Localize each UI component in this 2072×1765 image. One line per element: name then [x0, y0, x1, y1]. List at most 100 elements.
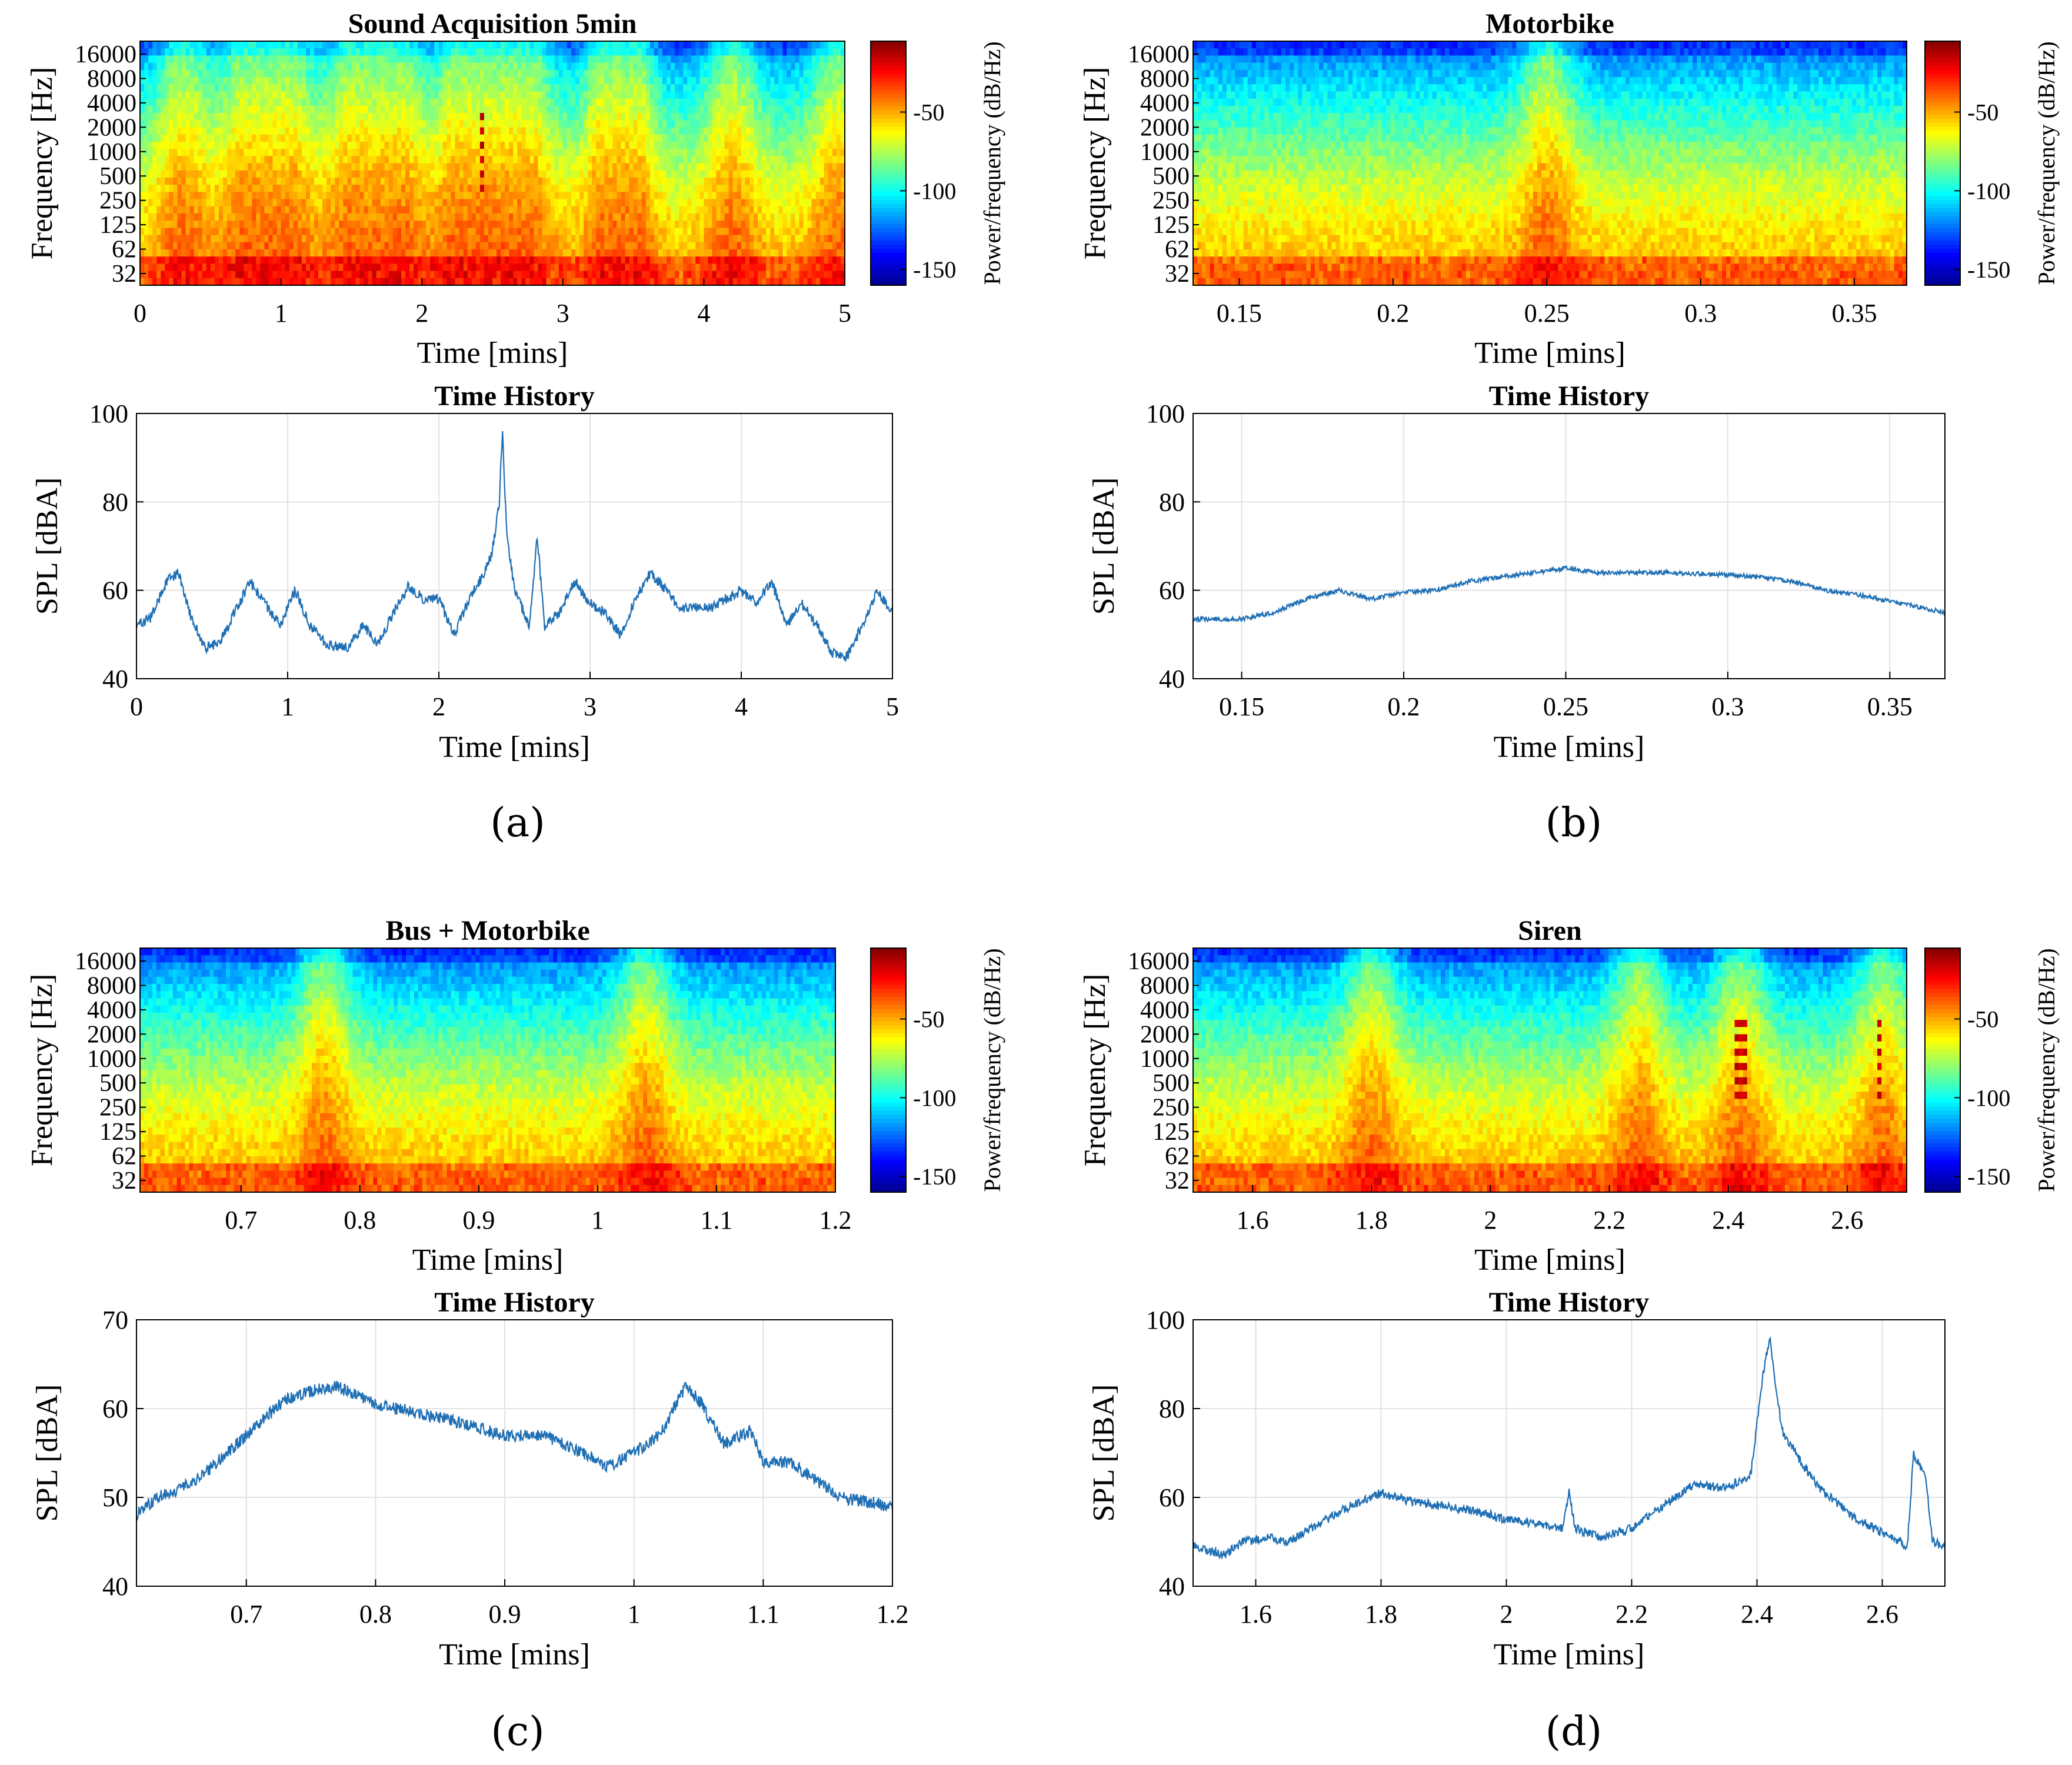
- spectrogram-ytick-a: 250: [99, 188, 136, 215]
- spectrogram-ytick-a: 125: [99, 212, 136, 239]
- spectrogram-ytick-c: 500: [99, 1070, 136, 1097]
- spl-xtick-c: 0.8: [359, 1600, 392, 1629]
- spectrogram-xtick-b: 0.25: [1524, 299, 1570, 328]
- spectrogram-xtick-d: 2.2: [1593, 1206, 1625, 1235]
- spectrogram-c: [140, 948, 836, 1193]
- spl-xtick-c: 0.7: [230, 1600, 262, 1629]
- panel-label-a: (a): [490, 800, 545, 846]
- spl-series-c: [135, 1380, 894, 1521]
- spl-ytick-d: 40: [1159, 1572, 1185, 1601]
- spectrogram-ytick-d: 4000: [1140, 997, 1190, 1024]
- spectrogram-xlabel-c: Time [mins]: [412, 1243, 564, 1277]
- colorbar-tick-c: -100: [913, 1085, 956, 1111]
- spectrogram-ytick-a: 4000: [87, 90, 136, 117]
- colorbar-tick-b: -150: [1967, 256, 2010, 283]
- panel-label-d: (d): [1545, 1709, 1603, 1755]
- spl-xtick-a: 5: [886, 692, 899, 721]
- spectrogram-ytick-a: 8000: [87, 65, 136, 92]
- spl-ylabel-a: SPL [dBA]: [31, 478, 64, 615]
- spectrogram-xtick-d: 2.4: [1712, 1206, 1744, 1235]
- spectrogram-xtick-c: 0.9: [462, 1206, 495, 1235]
- spl-xtick-a: 3: [584, 692, 597, 721]
- spectrogram-ytick-d: 125: [1152, 1119, 1190, 1146]
- spectrogram-xtick-a: 3: [557, 299, 569, 328]
- spl-ytick-d: 100: [1146, 1306, 1185, 1334]
- spectrogram-xtick-c: 0.8: [344, 1206, 376, 1235]
- colorbar-label-b: Power/frequency (dB/Hz): [2033, 41, 2060, 285]
- colorbar-tick-d: -150: [1967, 1163, 2010, 1190]
- spectrogram-xlabel-b: Time [mins]: [1474, 336, 1625, 370]
- spectrogram-d: [1193, 948, 1907, 1193]
- spectrogram-ytick-c: 1000: [87, 1046, 136, 1073]
- spectrogram-xtick-a: 0: [134, 299, 146, 328]
- spl-ylabel-c: SPL [dBA]: [31, 1384, 64, 1522]
- spl-ytick-d: 80: [1159, 1394, 1185, 1423]
- spectrogram-title-c: Bus + Motorbike: [385, 915, 589, 946]
- spl-series-d: [1192, 1336, 1946, 1560]
- spectrogram-ytick-c: 2000: [87, 1021, 136, 1048]
- spectrogram-ytick-c: 32: [112, 1167, 136, 1195]
- spectrogram-ytick-b: 4000: [1140, 90, 1190, 117]
- spectrogram-xtick-a: 4: [697, 299, 710, 328]
- colorbar-tick-a: -50: [913, 99, 944, 125]
- spectrogram-ytick-d: 62: [1165, 1143, 1190, 1170]
- spl-xtick-c: 1.1: [747, 1600, 780, 1629]
- spectrogram-ytick-a: 500: [99, 163, 136, 190]
- colorbar-tick-a: -100: [913, 178, 956, 204]
- spectrogram-title-b: Motorbike: [1485, 8, 1614, 39]
- spectrogram-xtick-a: 5: [838, 299, 851, 328]
- spl-ytick-c: 40: [102, 1572, 128, 1601]
- spectrogram-ytick-d: 500: [1152, 1070, 1190, 1097]
- spectrogram-xtick-b: 0.3: [1684, 299, 1717, 328]
- spectrogram-ytick-c: 4000: [87, 997, 136, 1024]
- spectrogram-xtick-d: 1.6: [1237, 1206, 1269, 1235]
- spl-xtick-d: 2.4: [1741, 1600, 1773, 1629]
- spectrogram-ytick-b: 62: [1165, 236, 1190, 263]
- spl-ytick-b: 60: [1159, 576, 1185, 605]
- spectrogram-ytick-c: 16000: [75, 948, 136, 975]
- spl-ytick-a: 40: [102, 665, 128, 693]
- spl-ytick-a: 60: [102, 576, 128, 605]
- spectrogram-xtick-c: 0.7: [225, 1206, 257, 1235]
- spectrogram-ytick-c: 8000: [87, 972, 136, 999]
- spl-xtick-b: 0.2: [1388, 692, 1420, 721]
- colorbar-a: [871, 41, 906, 286]
- spectrogram-ytick-b: 8000: [1140, 65, 1190, 92]
- spl-ytick-c: 60: [102, 1394, 128, 1423]
- spl-ytick-c: 50: [102, 1483, 128, 1512]
- colorbar-label-c: Power/frequency (dB/Hz): [979, 948, 1005, 1192]
- colorbar-tick-d: -50: [1967, 1006, 1998, 1032]
- spectrogram-xtick-d: 2.6: [1831, 1206, 1863, 1235]
- spl-xlabel-b: Time [mins]: [1494, 730, 1645, 764]
- colorbar-tick-b: -100: [1967, 178, 2010, 204]
- spectrogram-ytick-a: 1000: [87, 139, 136, 166]
- spl-title-d: Time History: [1489, 1287, 1649, 1318]
- spectrogram-ytick-a: 2000: [87, 114, 136, 141]
- spectrogram-ytick-d: 8000: [1140, 972, 1190, 999]
- spectrogram-ytick-c: 62: [112, 1143, 136, 1170]
- panel-label-b: (b): [1545, 800, 1603, 846]
- spectrogram-ytick-d: 1000: [1140, 1046, 1190, 1073]
- spl-xtick-d: 2: [1500, 1600, 1513, 1629]
- spectrogram-ytick-b: 500: [1152, 163, 1190, 190]
- spectrogram-ytick-d: 250: [1152, 1095, 1190, 1122]
- spectrogram-xtick-d: 2: [1484, 1206, 1497, 1235]
- spl-xtick-b: 0.35: [1867, 692, 1913, 721]
- spectrogram-ytick-a: 16000: [75, 41, 136, 68]
- spectrogram-ytick-a: 62: [112, 236, 136, 263]
- spl-xlabel-a: Time [mins]: [439, 730, 590, 764]
- spl-title-b: Time History: [1489, 381, 1649, 412]
- spectrogram-xtick-c: 1: [591, 1206, 604, 1235]
- colorbar-tick-a: -150: [913, 256, 956, 283]
- colorbar-label-a: Power/frequency (dB/Hz): [979, 41, 1005, 285]
- spl-ylabel-b: SPL [dBA]: [1087, 478, 1121, 615]
- spl-ylabel-d: SPL [dBA]: [1087, 1384, 1121, 1522]
- spectrogram-ylabel-d: Frequency [Hz]: [1078, 974, 1112, 1167]
- spl-xlabel-d: Time [mins]: [1494, 1638, 1645, 1671]
- spectrogram-xtick-a: 1: [275, 299, 288, 328]
- spectrogram-ytick-d: 2000: [1140, 1021, 1190, 1048]
- spectrogram-a: [140, 41, 845, 286]
- spl-xtick-d: 1.6: [1240, 1600, 1272, 1629]
- spectrogram-ytick-d: 16000: [1128, 948, 1190, 975]
